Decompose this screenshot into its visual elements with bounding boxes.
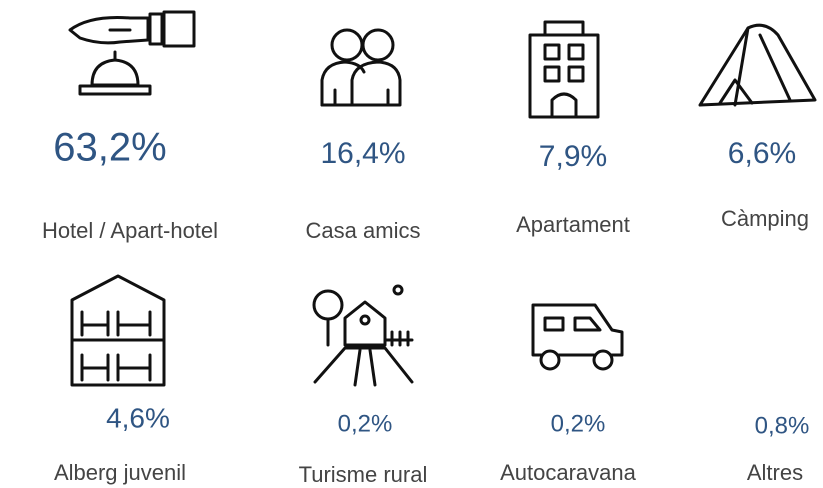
- hotel-icon: [68, 10, 196, 96]
- percentage: 63,2%: [53, 126, 166, 170]
- hostel-icon: [70, 274, 166, 387]
- percentage: 16,4%: [320, 137, 405, 170]
- percentage: 4,6%: [106, 402, 170, 433]
- percentage: 7,9%: [539, 140, 607, 173]
- category-label: Càmping: [721, 206, 809, 231]
- rural-icon: [312, 284, 414, 387]
- category-label: Apartament: [516, 212, 630, 237]
- percentage: 0,2%: [551, 410, 606, 437]
- category-label: Hotel / Apart-hotel: [42, 218, 218, 243]
- percentage: 0,2%: [338, 410, 393, 437]
- campervan-icon: [531, 303, 624, 371]
- percentage: 0,8%: [755, 412, 810, 439]
- percentage: 6,6%: [728, 137, 796, 170]
- tent-icon: [698, 23, 817, 107]
- apartment-icon: [528, 20, 600, 119]
- category-label: Altres: [747, 460, 803, 485]
- category-label: Casa amics: [306, 218, 421, 243]
- category-label: Turisme rural: [299, 462, 428, 487]
- friends-icon: [320, 28, 402, 107]
- category-label: Alberg juvenil: [54, 460, 186, 485]
- category-label: Autocaravana: [500, 460, 637, 485]
